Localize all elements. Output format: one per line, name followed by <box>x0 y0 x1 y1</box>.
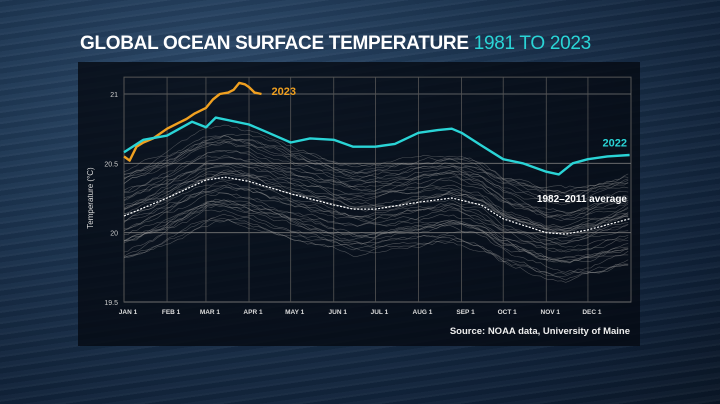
x-tick-label: JAN 1 <box>119 309 138 316</box>
other-year-line <box>123 218 629 283</box>
y-tick-label: 20 <box>110 231 118 238</box>
other-year-line <box>123 200 629 261</box>
other-year-line <box>123 209 629 273</box>
other-year-line <box>123 135 629 189</box>
other-year-line <box>123 202 629 263</box>
other-year-line <box>123 141 629 204</box>
x-tick-label: MAY 1 <box>285 309 305 316</box>
other-year-line <box>123 219 629 281</box>
other-year-line <box>123 213 629 275</box>
other-year-line <box>123 199 629 264</box>
other-year-line <box>123 135 629 197</box>
series-line-average <box>123 176 630 235</box>
series-line-2022 <box>123 116 630 176</box>
other-year-line <box>123 171 629 233</box>
other-year-line <box>123 186 629 242</box>
other-year-line <box>123 169 629 229</box>
title-highlight: 1981 TO 2023 <box>473 33 592 54</box>
source-note: Source: NOAA data, University of Maine <box>449 326 630 337</box>
chart-title: GLOBAL OCEAN SURFACE TEMPERATURE 1981 TO… <box>80 33 591 55</box>
other-year-line <box>123 141 629 206</box>
other-year-line <box>123 138 629 193</box>
other-year-line <box>123 185 629 242</box>
title-main: GLOBAL OCEAN SURFACE TEMPERATURE <box>80 33 469 54</box>
x-tick-label: FEB 1 <box>162 309 181 316</box>
x-tick-label: OCT 1 <box>498 309 518 316</box>
other-year-line <box>123 162 629 218</box>
x-tick-label: SEP 1 <box>456 309 475 316</box>
other-year-line <box>123 201 629 263</box>
series-label-2023: 2023 <box>272 86 296 98</box>
other-year-line <box>123 172 629 230</box>
other-year-line <box>123 180 629 245</box>
other-year-line <box>123 192 629 253</box>
x-tick-label: APR 1 <box>243 309 263 316</box>
x-tick-label: DEC 1 <box>582 309 602 316</box>
series-label-average: 1982–2011 average <box>537 194 628 205</box>
other-year-line <box>123 169 629 231</box>
other-year-line <box>123 156 629 217</box>
x-tick-label: AUG 1 <box>413 309 433 316</box>
other-year-line <box>124 184 629 245</box>
y-axis-label: Temperature (°C) <box>86 167 95 229</box>
y-tick-label: 21 <box>110 92 118 99</box>
other-year-line <box>123 191 629 248</box>
x-tick-label: JUL 1 <box>371 309 389 316</box>
y-tick-label: 20.5 <box>104 161 118 168</box>
other-year-line <box>123 150 629 214</box>
other-year-line <box>123 174 629 232</box>
series-line-2023 <box>123 81 262 162</box>
x-tick-label: MAR 1 <box>200 309 221 316</box>
other-year-line <box>123 162 629 221</box>
other-year-line <box>123 133 629 194</box>
x-tick-label: NOV 1 <box>541 309 561 316</box>
other-year-line <box>123 155 629 215</box>
other-year-line <box>123 205 629 261</box>
other-year-line <box>123 149 629 220</box>
series-label-2022: 2022 <box>603 138 627 150</box>
other-year-line <box>123 138 629 201</box>
other-year-line <box>123 163 629 228</box>
y-tick-label: 19.5 <box>104 300 118 307</box>
other-year-line <box>123 165 629 233</box>
other-year-line <box>123 124 629 195</box>
x-tick-label: JUN 1 <box>329 309 348 316</box>
other-year-line <box>123 198 629 253</box>
other-year-line <box>123 204 629 259</box>
other-year-line <box>123 219 629 278</box>
